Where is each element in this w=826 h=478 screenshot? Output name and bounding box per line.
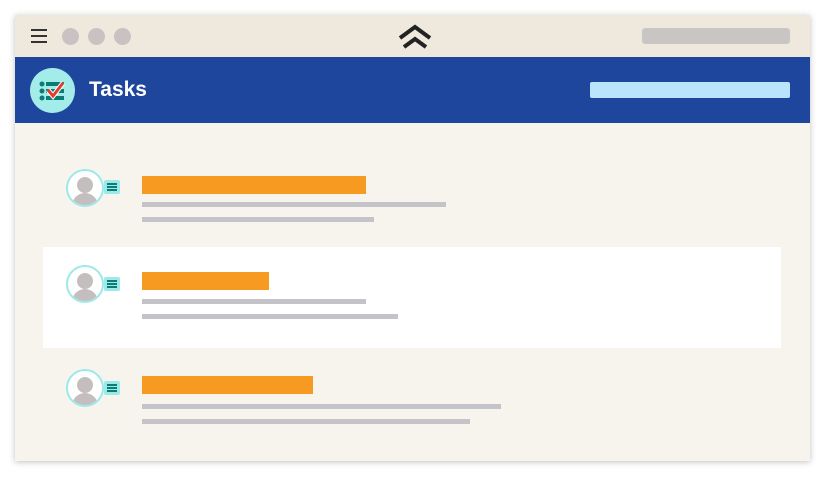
task-row[interactable] <box>43 146 781 247</box>
list-icon <box>104 180 120 194</box>
task-detail-placeholder <box>142 419 470 424</box>
avatar <box>66 369 104 407</box>
app-window: Tasks <box>15 15 810 461</box>
page-title: Tasks <box>89 78 147 101</box>
task-detail-placeholder <box>142 299 366 304</box>
app-header: Tasks <box>15 57 810 123</box>
task-title-placeholder <box>142 376 313 394</box>
task-detail-placeholder <box>142 314 398 319</box>
task-detail-placeholder <box>142 202 446 207</box>
task-detail-placeholder <box>142 217 374 222</box>
search-bar-placeholder[interactable] <box>642 28 790 44</box>
header-search-placeholder[interactable] <box>590 82 790 98</box>
task-checklist-icon <box>30 68 75 113</box>
window-control-dot[interactable] <box>88 28 105 45</box>
avatar <box>66 169 104 207</box>
hamburger-menu-icon[interactable] <box>31 29 47 43</box>
task-row-selected[interactable] <box>43 247 781 348</box>
task-row[interactable] <box>43 350 781 451</box>
title-bar <box>15 15 810 57</box>
task-title-placeholder <box>142 272 269 290</box>
list-icon <box>104 277 120 291</box>
task-detail-placeholder <box>142 404 501 409</box>
task-title-placeholder <box>142 176 366 194</box>
avatar <box>66 265 104 303</box>
chevron-up-logo-icon <box>398 24 432 49</box>
window-control-dot[interactable] <box>114 28 131 45</box>
window-control-dot[interactable] <box>62 28 79 45</box>
list-icon <box>104 381 120 395</box>
